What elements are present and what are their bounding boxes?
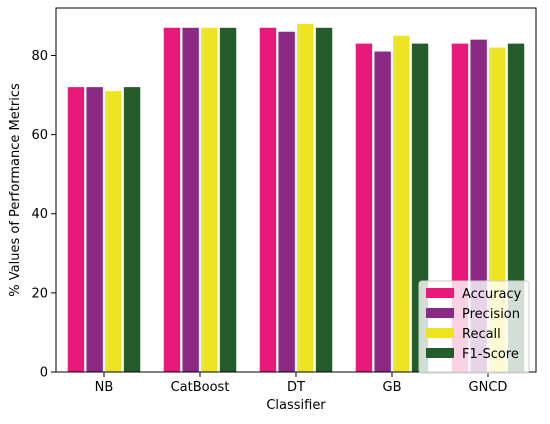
bar-precision-nb [86,87,103,372]
bar-recall-dt [297,23,314,373]
y-axis-label: % Values of Performance Metrics [8,83,23,297]
bar-f1-score-dt [315,27,333,373]
bar-f1-score-nb [123,87,141,372]
legend-label: Recall [462,327,501,342]
legend-swatch [426,348,454,358]
bar-recall-catboost [201,27,218,373]
legend-swatch [426,288,454,298]
legend: Accuracy Precision Recall F1-Score [418,280,530,374]
legend-label: Precision [462,307,520,322]
x-axis: NB CatBoost DT GB GNCD [95,372,508,395]
bar-f1-score-catboost [219,27,237,373]
y-tick-label: 20 [31,286,48,301]
bar-accuracy-dt [259,27,277,373]
bar-precision-gb [374,51,391,373]
bar-recall-gb [393,35,410,372]
bar-recall-nb [105,91,122,372]
y-tick-label: 40 [31,207,48,222]
bar-accuracy-catboost [163,27,181,373]
y-axis: 0 20 40 60 80 [31,49,56,381]
legend-label: F1-Score [462,347,519,362]
bar-accuracy-nb [67,87,85,372]
x-axis-label: Classifier [266,398,326,413]
legend-label: Accuracy [462,287,522,302]
bar-precision-dt [278,31,295,373]
x-tick-label: CatBoost [171,380,230,395]
legend-swatch [426,308,454,318]
y-tick-label: 0 [40,366,48,381]
legend-swatch [426,328,454,338]
x-tick-label: NB [95,380,114,395]
x-tick-label: GB [383,380,402,395]
bar-precision-catboost [182,27,199,373]
x-tick-label: DT [287,380,305,395]
x-tick-label: GNCD [469,380,508,395]
bar-accuracy-gb [355,43,373,373]
y-tick-label: 60 [31,128,48,143]
y-tick-label: 80 [31,49,48,64]
